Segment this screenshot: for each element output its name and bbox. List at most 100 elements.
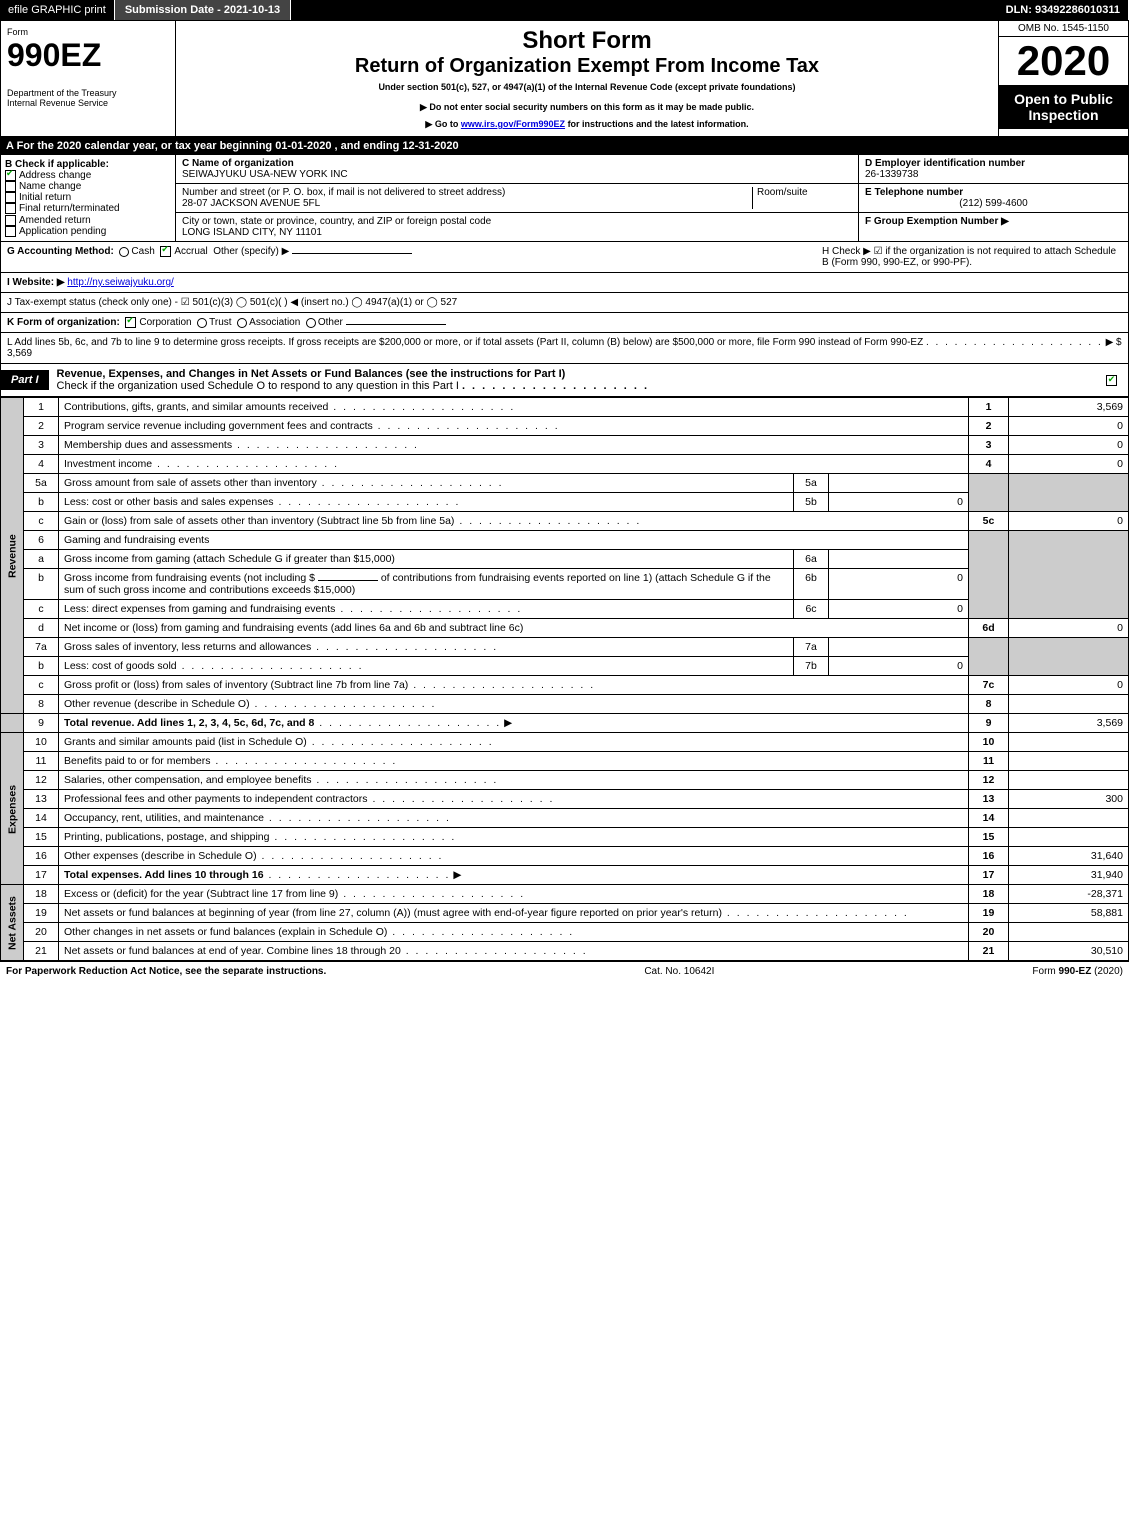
l9-text: Total revenue. Add lines 1, 2, 3, 4, 5c,… (64, 717, 314, 729)
rad-trust[interactable] (197, 318, 207, 328)
rad-other[interactable] (306, 318, 316, 328)
l2-amt: 0 (1009, 417, 1129, 436)
l5c-amt: 0 (1009, 512, 1129, 531)
revenue-label: Revenue (1, 398, 24, 714)
chk-pending[interactable]: Application pending (5, 226, 171, 237)
trust-label: Trust (209, 317, 231, 328)
l-text: L Add lines 5b, 6c, and 7b to line 9 to … (7, 337, 923, 348)
l1-text: Contributions, gifts, grants, and simila… (64, 401, 328, 413)
chk-pending-label: Application pending (19, 226, 106, 237)
tax-year: 2020 (999, 37, 1128, 85)
l3-amt: 0 (1009, 436, 1129, 455)
entity-block: B Check if applicable: Address change Na… (0, 155, 1129, 242)
l16-text: Other expenses (describe in Schedule O) (64, 850, 257, 862)
paperwork-notice: For Paperwork Reduction Act Notice, see … (6, 966, 326, 977)
d-label: D Employer identification number (865, 158, 1122, 169)
line-j: J Tax-exempt status (check only one) - ☑… (0, 293, 1129, 313)
chk-initial-label: Initial return (19, 192, 71, 203)
l6c-text: Less: direct expenses from gaming and fu… (64, 603, 335, 615)
l21-text: Net assets or fund balances at end of ye… (64, 945, 401, 957)
box-c: C Name of organization SEIWAJYUKU USA-NE… (176, 155, 858, 241)
l18-amt: -28,371 (1009, 885, 1129, 904)
l8-text: Other revenue (describe in Schedule O) (64, 698, 250, 710)
addr-value: 28-07 JACKSON AVENUE 5FL (182, 198, 752, 209)
l6d-amt: 0 (1009, 619, 1129, 638)
dln-label: DLN: 93492286010311 (998, 0, 1129, 20)
l6b-pre: Gross income from fundraising events (no… (64, 572, 315, 584)
l18-text: Excess or (deficit) for the year (Subtra… (64, 888, 338, 900)
l2-text: Program service revenue including govern… (64, 420, 373, 432)
other-k-label: Other (318, 317, 343, 328)
addr-label: Number and street (or P. O. box, if mail… (182, 187, 752, 198)
chk-amended[interactable]: Amended return (5, 215, 171, 226)
l19-amt: 58,881 (1009, 904, 1129, 923)
l7b-amt: 0 (829, 657, 969, 676)
l13-amt: 300 (1009, 790, 1129, 809)
part1-header: Part I Revenue, Expenses, and Changes in… (0, 364, 1129, 397)
l11-text: Benefits paid to or for members (64, 755, 210, 767)
line-gh: G Accounting Method: Cash Accrual Other … (0, 242, 1129, 273)
l7c-amt: 0 (1009, 676, 1129, 695)
l6-text: Gaming and fundraising events (59, 531, 969, 550)
g-label: G Accounting Method: (7, 246, 114, 257)
room-label: Room/suite (752, 187, 852, 209)
cash-label: Cash (131, 246, 154, 257)
goto-link[interactable]: www.irs.gov/Form990EZ (461, 119, 565, 129)
omb-number: OMB No. 1545-1150 (999, 21, 1128, 37)
l1-amt: 3,569 (1009, 398, 1129, 417)
i-label: I Website: ▶ (7, 277, 65, 288)
chk-address-label: Address change (19, 170, 91, 181)
goto-post: for instructions and the latest informat… (568, 119, 749, 129)
l10-text: Grants and similar amounts paid (list in… (64, 736, 307, 748)
goto-line: ▶ Go to www.irs.gov/Form990EZ for instru… (182, 119, 992, 130)
l17-text: Total expenses. Add lines 10 through 16 (64, 869, 264, 881)
form-header: Form 990EZ Department of the Treasury In… (0, 20, 1129, 137)
l4-text: Investment income (64, 458, 152, 470)
corp-label: Corporation (139, 317, 191, 328)
l6a-text: Gross income from gaming (attach Schedul… (64, 553, 395, 565)
part1-schedule-o-chk[interactable] (1106, 375, 1117, 386)
chk-corp[interactable] (125, 317, 136, 328)
l9-amt: 3,569 (1009, 714, 1129, 733)
part1-label: Part I (1, 370, 49, 390)
chk-name[interactable]: Name change (5, 181, 171, 192)
ssn-warning: ▶ Do not enter social security numbers o… (182, 102, 992, 113)
form-word: Form (7, 27, 169, 37)
cat-no: Cat. No. 10642I (644, 966, 714, 977)
c-label: C Name of organization (182, 158, 852, 169)
l17-amt: 31,940 (1009, 866, 1129, 885)
chk-accrual[interactable] (160, 246, 171, 257)
l5c-text: Gain or (loss) from sale of assets other… (64, 515, 454, 527)
l21-amt: 30,510 (1009, 942, 1129, 961)
website-link[interactable]: http://ny.seiwajyuku.org/ (67, 277, 174, 288)
line-a: A For the 2020 calendar year, or tax yea… (0, 137, 1129, 155)
l5a-text: Gross amount from sale of assets other t… (64, 477, 317, 489)
form-number: 990EZ (7, 37, 169, 74)
l12-text: Salaries, other compensation, and employ… (64, 774, 311, 786)
rad-cash[interactable] (119, 247, 129, 257)
other-label: Other (specify) ▶ (213, 246, 289, 257)
short-form-title: Short Form (182, 27, 992, 55)
chk-initial[interactable]: Initial return (5, 192, 171, 203)
l6b-amt: 0 (829, 569, 969, 600)
part1-title: Revenue, Expenses, and Changes in Net As… (57, 368, 566, 380)
city-value: LONG ISLAND CITY, NY 11101 (182, 227, 491, 238)
line-i: I Website: ▶ http://ny.seiwajyuku.org/ (0, 273, 1129, 293)
k-label: K Form of organization: (7, 317, 120, 328)
line-k: K Form of organization: Corporation Trus… (0, 313, 1129, 333)
chk-final[interactable]: Final return/terminated (5, 203, 171, 214)
l4-amt: 0 (1009, 455, 1129, 474)
form-ref-bold: 990-EZ (1059, 966, 1092, 977)
l7b-text: Less: cost of goods sold (64, 660, 177, 672)
ein-value: 26-1339738 (865, 169, 1122, 180)
box-def: D Employer identification number 26-1339… (858, 155, 1128, 241)
rad-assoc[interactable] (237, 318, 247, 328)
main-title: Return of Organization Exempt From Incom… (182, 55, 992, 78)
top-bar: efile GRAPHIC print Submission Date - 20… (0, 0, 1129, 20)
chk-address[interactable]: Address change (5, 170, 171, 181)
chk-final-label: Final return/terminated (19, 204, 120, 215)
l14-text: Occupancy, rent, utilities, and maintena… (64, 812, 264, 824)
l5b-amt: 0 (829, 493, 969, 512)
l20-text: Other changes in net assets or fund bala… (64, 926, 387, 938)
l19-text: Net assets or fund balances at beginning… (64, 907, 722, 919)
